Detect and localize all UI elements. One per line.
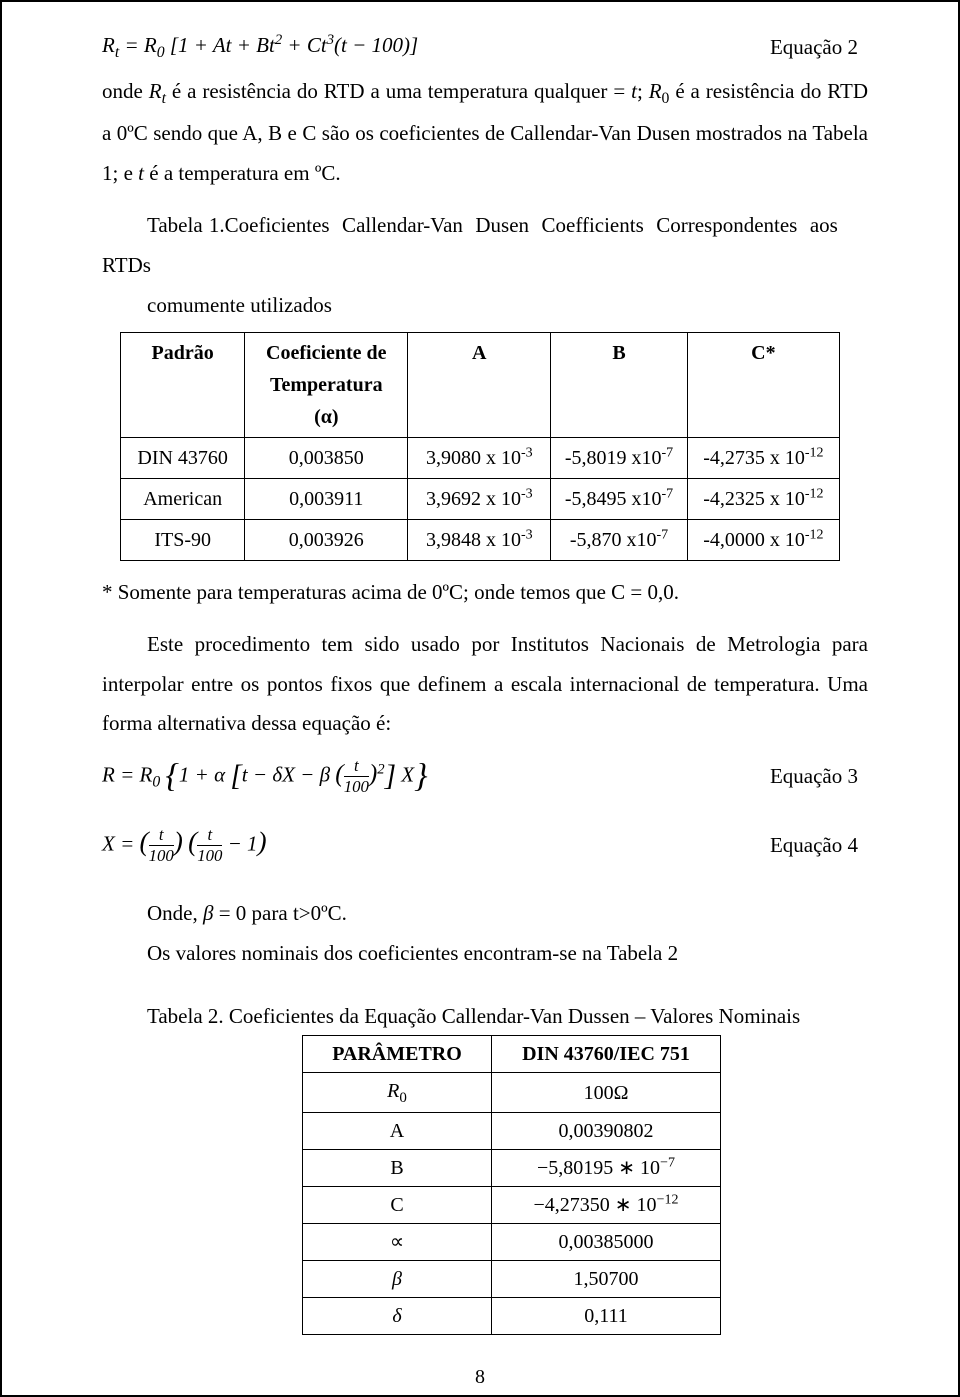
t2-r4c1: 0,00385000: [492, 1224, 721, 1261]
t2-r0c0: R0: [303, 1073, 492, 1113]
equation-3-row: R = R0 {1 + α [t − δX − β (t100)2] X} Eq…: [102, 756, 868, 797]
t2-r3c0: C: [303, 1187, 492, 1224]
table-row: β 1,50700: [303, 1261, 721, 1298]
equation-2-row: Rt = R0 [1 + At + Bt2 + Ct3(t − 100)] Eq…: [102, 32, 868, 62]
equation-4-formula: X = (t100) (t100 − 1): [102, 825, 267, 866]
table-row: DIN 43760 0,003850 3,9080 x 10-3 -5,8019…: [121, 437, 840, 478]
table-1-caption-line-b: comumente utilizados: [147, 286, 868, 326]
table-row: ∝ 0,00385000: [303, 1224, 721, 1261]
table-1-header-coef: Coeficiente deTemperatura(α): [245, 332, 408, 437]
table-row: C −4,27350 ∗ 10−12: [303, 1187, 721, 1224]
t2-r2c0: B: [303, 1150, 492, 1187]
t2-r0c1: 100Ω: [492, 1073, 721, 1113]
table-row: B −5,80195 ∗ 10−7: [303, 1150, 721, 1187]
condition-block: Onde, β = 0 para t>0ºC. Os valores nomin…: [147, 894, 868, 974]
t2-r5c1: 1,50700: [492, 1261, 721, 1298]
table-1-table: Padrão Coeficiente deTemperatura(α) A B …: [120, 332, 840, 561]
t1-r1c2: 3,9692 x 10-3: [408, 478, 551, 519]
t2-h0: PARÂMETRO: [303, 1036, 492, 1073]
table-1-caption-line-a: Tabela 1.Coeficientes Callendar-Van Duse…: [102, 213, 868, 277]
table-1-header-padrao: Padrão: [121, 332, 245, 437]
t2-r5c0: β: [303, 1261, 492, 1298]
t1-r2c0: ITS-90: [121, 519, 245, 560]
paragraph-2: Este procedimento tem sido usado por Ins…: [102, 625, 868, 745]
t1-r2c2: 3,9848 x 10-3: [408, 519, 551, 560]
t1-r2c1: 0,003926: [245, 519, 408, 560]
page: Rt = R0 [1 + At + Bt2 + Ct3(t − 100)] Eq…: [0, 0, 960, 1397]
t2-r6c0: δ: [303, 1298, 492, 1335]
table-row: ITS-90 0,003926 3,9848 x 10-3 -5,870 x10…: [121, 519, 840, 560]
table-1-header-a: A: [408, 332, 551, 437]
equation-2-label: Equação 2: [770, 35, 868, 60]
equation-3-label: Equação 3: [770, 764, 868, 789]
t1-r0c4: -4,2735 x 10-12: [687, 437, 839, 478]
table-2-table: PARÂMETRO DIN 43760/IEC 751 R0 100Ω A 0,…: [302, 1035, 721, 1335]
paragraph-1: onde Rt é a resistência do RTD a uma tem…: [102, 72, 868, 194]
table-1: Padrão Coeficiente deTemperatura(α) A B …: [120, 332, 868, 561]
table-row: Padrão Coeficiente deTemperatura(α) A B …: [121, 332, 840, 437]
table-1-header-c: C*: [687, 332, 839, 437]
table-row: A 0,00390802: [303, 1113, 721, 1150]
condition-1: Onde, β = 0 para t>0ºC.: [147, 894, 868, 934]
table-2-caption: Tabela 2. Coeficientes da Equação Callen…: [147, 1004, 868, 1029]
t1-r1c0: American: [121, 478, 245, 519]
table-row: R0 100Ω: [303, 1073, 721, 1113]
t1-r0c0: DIN 43760: [121, 437, 245, 478]
t1-r0c1: 0,003850: [245, 437, 408, 478]
page-number: 8: [2, 1366, 958, 1389]
t2-r2c1: −5,80195 ∗ 10−7: [492, 1150, 721, 1187]
t1-r0c2: 3,9080 x 10-3: [408, 437, 551, 478]
t1-r2c3: -5,870 x10-7: [551, 519, 687, 560]
table-row: PARÂMETRO DIN 43760/IEC 751: [303, 1036, 721, 1073]
table-row: American 0,003911 3,9692 x 10-3 -5,8495 …: [121, 478, 840, 519]
t1-r0c3: -5,8019 x10-7: [551, 437, 687, 478]
t2-r3c1: −4,27350 ∗ 10−12: [492, 1187, 721, 1224]
equation-4-label: Equação 4: [770, 833, 868, 858]
t1-r2c4: -4,0000 x 10-12: [687, 519, 839, 560]
t1-r1c3: -5,8495 x10-7: [551, 478, 687, 519]
equation-4-row: X = (t100) (t100 − 1) Equação 4: [102, 825, 868, 866]
table-1-header-b: B: [551, 332, 687, 437]
condition-2: Os valores nominais dos coeficientes enc…: [147, 934, 868, 974]
t1-r1c1: 0,003911: [245, 478, 408, 519]
t2-h1: DIN 43760/IEC 751: [492, 1036, 721, 1073]
t2-r1c0: A: [303, 1113, 492, 1150]
table-2: PARÂMETRO DIN 43760/IEC 751 R0 100Ω A 0,…: [302, 1035, 868, 1335]
table-1-footnote: * Somente para temperaturas acima de 0ºC…: [102, 573, 868, 613]
t2-r6c1: 0,111: [492, 1298, 721, 1335]
t1-r1c4: -4,2325 x 10-12: [687, 478, 839, 519]
equation-3-formula: R = R0 {1 + α [t − δX − β (t100)2] X}: [102, 756, 428, 797]
t2-r4c0: ∝: [303, 1224, 492, 1261]
table-1-caption: Tabela 1.Coeficientes Callendar-Van Duse…: [102, 206, 868, 326]
table-row: δ 0,111: [303, 1298, 721, 1335]
t2-r1c1: 0,00390802: [492, 1113, 721, 1150]
equation-2-formula: Rt = R0 [1 + At + Bt2 + Ct3(t − 100)]: [102, 32, 418, 62]
